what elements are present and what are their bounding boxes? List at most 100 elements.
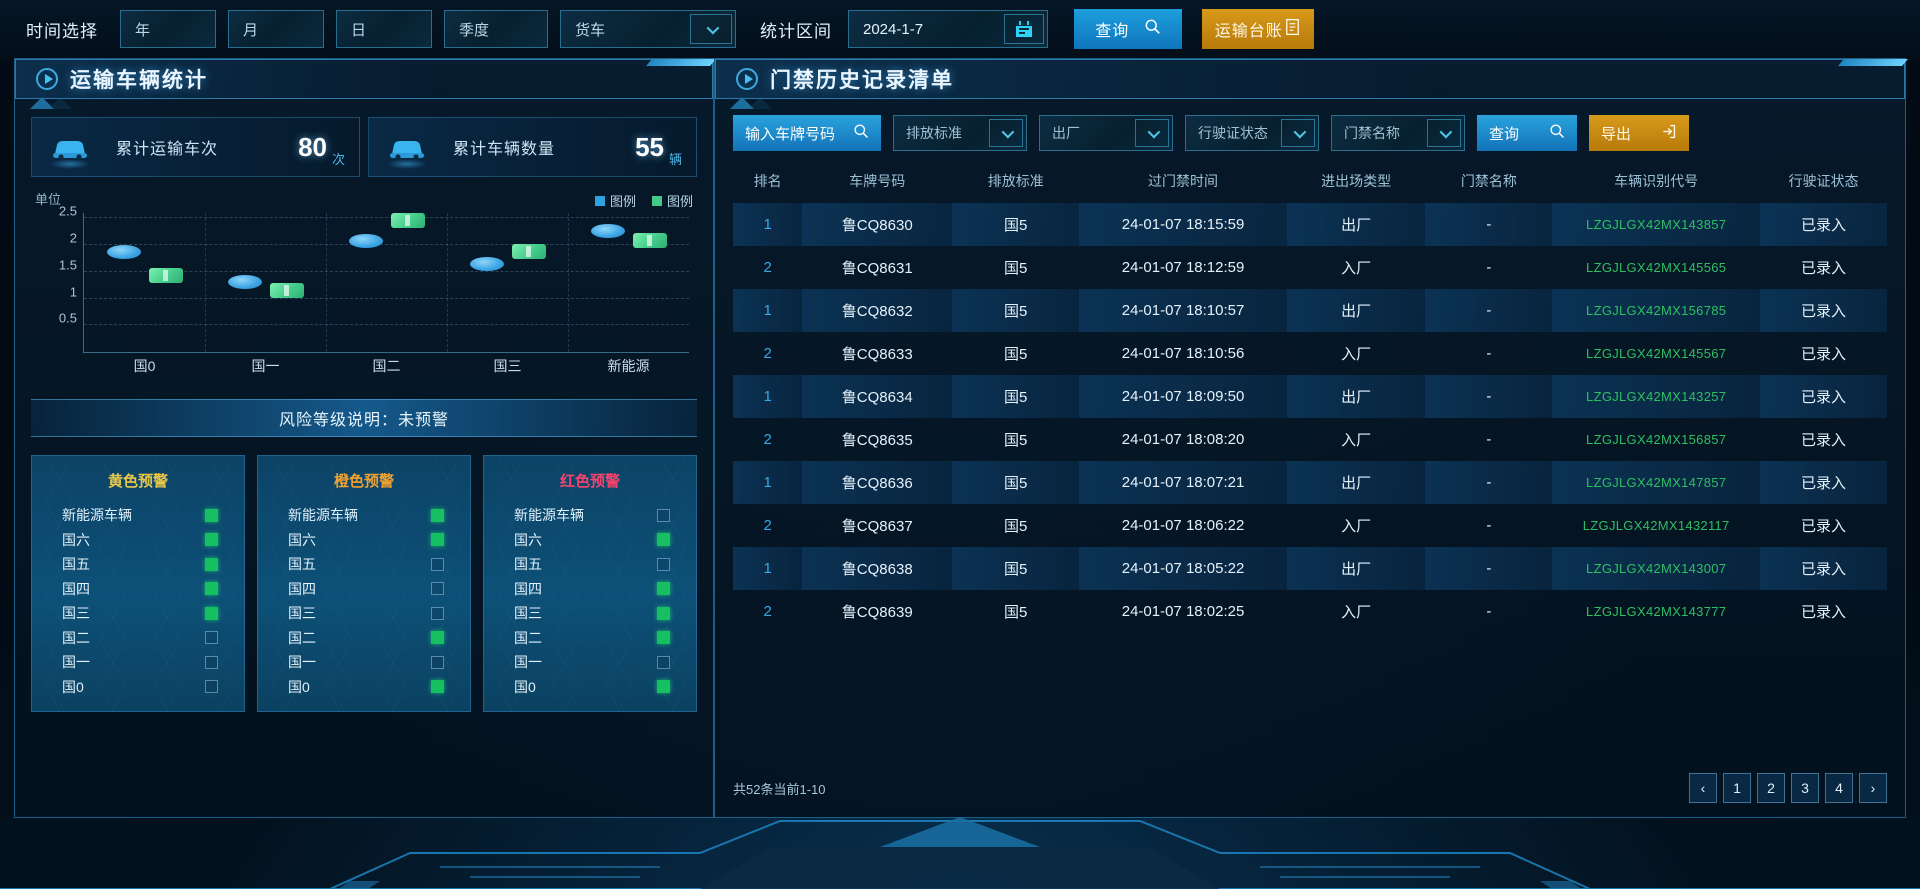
warning-row[interactable]: 新能源车辆	[484, 503, 696, 528]
warning-row[interactable]: 国一	[484, 650, 696, 675]
warning-row[interactable]: 国一	[258, 650, 470, 675]
table-row[interactable]: 1 鲁CQ8634 国5 24-01-07 18:09:50 出厂 - LZGJLGX42M…	[733, 375, 1887, 418]
warning-row-checkbox[interactable]	[431, 508, 444, 522]
chart-bar	[106, 245, 141, 352]
warning-row[interactable]: 国六	[32, 528, 244, 553]
filter-select-factory[interactable]: 出厂	[1039, 115, 1173, 151]
pagination-page-2[interactable]: 2	[1757, 773, 1785, 803]
table-cell: 出厂	[1286, 461, 1426, 504]
table-cell: 鲁CQ8635	[841, 432, 913, 449]
period-button-day[interactable]: 日	[336, 10, 432, 48]
warning-row-checkbox[interactable]	[431, 533, 444, 547]
warning-row[interactable]: 国六	[258, 528, 470, 553]
warning-row-checkbox[interactable]	[431, 606, 444, 620]
chevron-down-icon[interactable]	[1135, 119, 1169, 147]
warning-row[interactable]: 国六	[484, 528, 696, 553]
chevron-down-icon[interactable]	[989, 119, 1023, 147]
warning-row-checkbox[interactable]	[205, 631, 218, 645]
filter-select-emission-standard[interactable]: 排放标准	[893, 115, 1027, 151]
warning-row[interactable]: 国二	[484, 626, 696, 651]
period-button-month[interactable]: 月	[228, 10, 324, 48]
chart-bar-cap	[590, 223, 625, 238]
warning-row-checkbox[interactable]	[431, 582, 444, 596]
warning-row[interactable]: 国五	[258, 552, 470, 577]
warning-row[interactable]: 国二	[32, 626, 244, 651]
warning-row[interactable]: 新能源车辆	[258, 503, 470, 528]
table-query-button[interactable]: 查询	[1477, 115, 1577, 151]
pagination-page-4[interactable]: 4	[1825, 773, 1853, 803]
table-row[interactable]: 2 鲁CQ8637 国5 24-01-07 18:06:22 入厂 - LZGJLGX42M…	[733, 504, 1887, 547]
warning-row-label: 国三	[288, 605, 316, 622]
pagination-next-button[interactable]: ›	[1859, 773, 1887, 803]
warning-row-checkbox[interactable]	[205, 606, 218, 620]
warning-row[interactable]: 国0	[484, 675, 696, 700]
table-row[interactable]: 1 鲁CQ8630 国5 24-01-07 18:15:59 出厂 - LZGJLGX42M…	[733, 203, 1887, 246]
table-cell: 国5	[952, 461, 1080, 504]
warning-row[interactable]: 国四	[258, 577, 470, 602]
vehicle-type-select[interactable]: 货车	[560, 10, 736, 48]
pagination-page-3[interactable]: 3	[1791, 773, 1819, 803]
table-row[interactable]: 1 鲁CQ8638 国5 24-01-07 18:05:22 出厂 - LZGJLGX42M…	[733, 547, 1887, 590]
warning-row-checkbox[interactable]	[657, 606, 670, 620]
warning-row[interactable]: 国四	[32, 577, 244, 602]
warning-row-label: 国五	[62, 556, 90, 573]
warning-row[interactable]: 新能源车辆	[32, 503, 244, 528]
warning-row-checkbox[interactable]	[657, 582, 670, 596]
table-row[interactable]: 2 鲁CQ8633 国5 24-01-07 18:10:56 入厂 - LZGJLGX42M…	[733, 332, 1887, 375]
warning-row-checkbox[interactable]	[205, 680, 218, 694]
warning-row-checkbox[interactable]	[657, 533, 670, 547]
plate-search-input[interactable]: 输入车牌号码	[733, 115, 881, 151]
warning-row-checkbox[interactable]	[657, 631, 670, 645]
warning-row-checkbox[interactable]	[205, 508, 218, 522]
transport-ledger-button[interactable]: 运输台账	[1202, 9, 1314, 49]
table-row[interactable]: 2 鲁CQ8631 国5 24-01-07 18:12:59 入厂 - LZGJLGX42M…	[733, 246, 1887, 289]
warning-row-checkbox[interactable]	[431, 655, 444, 669]
table-row[interactable]: 2 鲁CQ8635 国5 24-01-07 18:08:20 入厂 - LZGJLGX42M…	[733, 418, 1887, 461]
warning-row-checkbox[interactable]	[431, 631, 444, 645]
warning-row[interactable]: 国二	[258, 626, 470, 651]
warning-row[interactable]: 国五	[32, 552, 244, 577]
table-cell: LZGJLGX42MX143257	[1552, 375, 1761, 418]
warning-row-checkbox[interactable]	[205, 582, 218, 596]
warning-row[interactable]: 国五	[484, 552, 696, 577]
filter-select-gate-name[interactable]: 门禁名称	[1331, 115, 1465, 151]
warning-row-checkbox[interactable]	[657, 680, 670, 694]
chevron-down-icon[interactable]	[1427, 119, 1461, 147]
filter-select-license-status[interactable]: 行驶证状态	[1185, 115, 1319, 151]
table-row[interactable]: 1 鲁CQ8636 国5 24-01-07 18:07:21 出厂 - LZGJLGX42M…	[733, 461, 1887, 504]
period-button-year[interactable]: 年	[120, 10, 216, 48]
warning-row[interactable]: 国三	[32, 601, 244, 626]
table-column-header: 行驶证状态	[1788, 173, 1859, 189]
query-button[interactable]: 查询	[1074, 9, 1182, 49]
period-button-quarter[interactable]: 季度	[444, 10, 548, 48]
legend-item-series-1: 图例	[594, 191, 636, 210]
transport-vehicle-stats-panel: 运输车辆统计 累计运输车次 80 次 累计车辆数量 55 辆	[14, 58, 716, 818]
warning-row[interactable]: 国三	[258, 601, 470, 626]
warning-row-checkbox[interactable]	[657, 655, 670, 669]
warning-row-checkbox[interactable]	[205, 655, 218, 669]
pagination-prev-button[interactable]: ‹	[1689, 773, 1717, 803]
calendar-icon[interactable]	[1004, 14, 1044, 44]
warning-row-checkbox[interactable]	[657, 508, 670, 522]
warning-row[interactable]: 国0	[258, 675, 470, 700]
warning-row[interactable]: 国三	[484, 601, 696, 626]
warning-row-checkbox[interactable]	[431, 557, 444, 571]
warning-row-checkbox[interactable]	[205, 533, 218, 547]
warning-row[interactable]: 国0	[32, 675, 244, 700]
export-button[interactable]: 导出	[1589, 115, 1689, 151]
chart-unit-label: 单位	[35, 192, 62, 207]
date-range-input[interactable]: 2024-1-7	[848, 10, 1048, 48]
warning-row-label: 新能源车辆	[288, 507, 358, 524]
table-column-header: 门禁名称	[1460, 173, 1517, 189]
chevron-down-icon[interactable]	[1281, 119, 1315, 147]
pagination-page-1[interactable]: 1	[1723, 773, 1751, 803]
warning-row[interactable]: 国一	[32, 650, 244, 675]
chevron-down-icon[interactable]	[690, 14, 732, 44]
warning-row-checkbox[interactable]	[431, 680, 444, 694]
table-cell: 鲁CQ8631	[841, 260, 913, 277]
warning-row-checkbox[interactable]	[657, 557, 670, 571]
table-row[interactable]: 1 鲁CQ8632 国5 24-01-07 18:10:57 出厂 - LZGJLGX42M…	[733, 289, 1887, 332]
warning-row[interactable]: 国四	[484, 577, 696, 602]
table-row[interactable]: 2 鲁CQ8639 国5 24-01-07 18:02:25 入厂 - LZGJLGX42M…	[733, 590, 1887, 633]
warning-row-checkbox[interactable]	[205, 557, 218, 571]
